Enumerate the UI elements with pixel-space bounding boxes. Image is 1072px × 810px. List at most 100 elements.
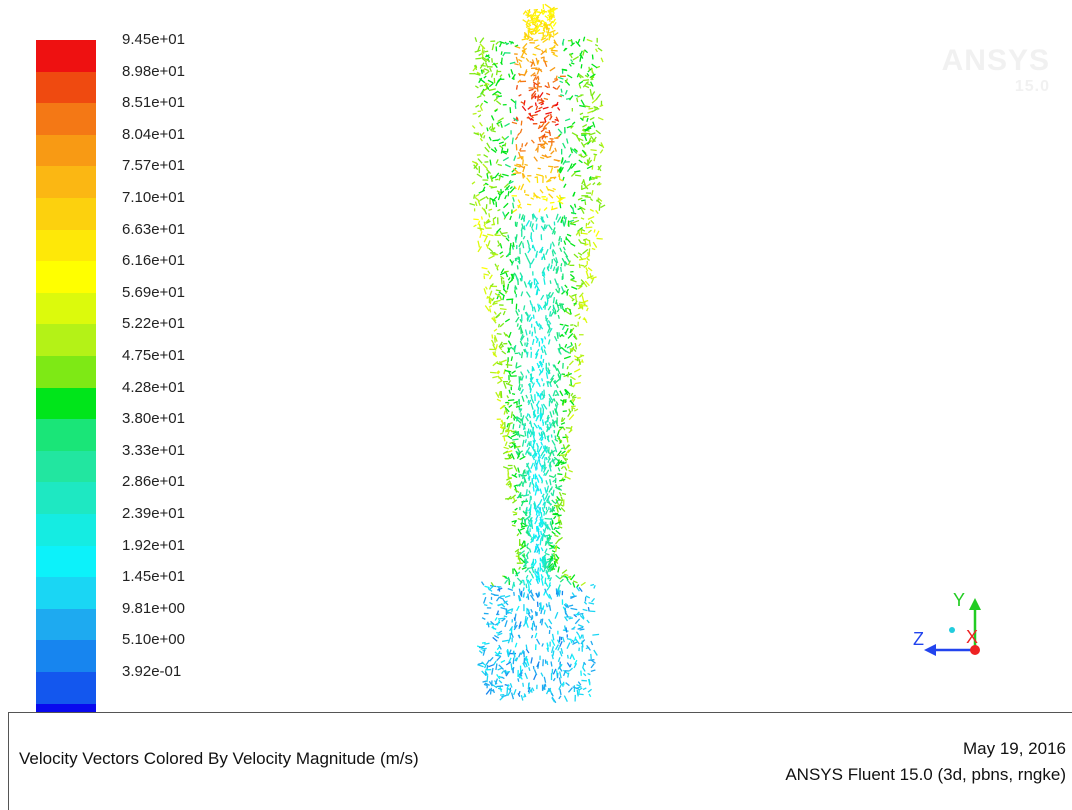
legend-tick-label: 8.04e+01 bbox=[122, 125, 185, 143]
graphics-viewport[interactable]: 9.45e+01 8.98e+01 8.51e+01 8.04e+01 7.57e+01… bbox=[0, 0, 1072, 736]
velocity-vector bbox=[574, 638, 580, 645]
velocity-vector bbox=[550, 523, 554, 531]
velocity-vector bbox=[530, 536, 533, 541]
velocity-vector bbox=[533, 422, 538, 429]
velocity-vector bbox=[587, 215, 595, 220]
velocity-vector bbox=[533, 501, 537, 508]
velocity-vector bbox=[568, 163, 573, 170]
velocity-vector bbox=[535, 452, 538, 457]
velocity-vector bbox=[551, 633, 555, 641]
velocity-vector bbox=[503, 369, 506, 375]
velocity-vector bbox=[481, 617, 486, 620]
velocity-vector bbox=[508, 40, 515, 44]
velocity-vector bbox=[566, 654, 569, 659]
velocity-vector bbox=[585, 226, 593, 229]
velocity-vector bbox=[525, 648, 530, 654]
velocity-vector bbox=[590, 81, 594, 87]
velocity-vector bbox=[539, 538, 542, 546]
velocity-vector bbox=[566, 579, 572, 586]
velocity-vector bbox=[526, 177, 531, 183]
velocity-vector bbox=[545, 456, 548, 461]
velocity-vector bbox=[531, 382, 535, 388]
velocity-vector bbox=[484, 305, 490, 312]
velocity-vector bbox=[540, 412, 543, 418]
velocity-vector bbox=[488, 88, 496, 92]
velocity-vector bbox=[544, 517, 552, 520]
velocity-vector bbox=[531, 365, 535, 371]
velocity-vector bbox=[541, 392, 545, 399]
velocity-vector bbox=[541, 404, 544, 409]
velocity-vector bbox=[549, 34, 555, 38]
velocity-vector bbox=[491, 334, 494, 339]
velocity-vector bbox=[582, 179, 586, 186]
velocity-vector bbox=[554, 147, 557, 152]
velocity-vector bbox=[499, 251, 504, 255]
velocity-vector bbox=[543, 501, 546, 509]
velocity-vector bbox=[537, 167, 541, 170]
velocity-vector bbox=[494, 617, 498, 621]
z-axis-label: Z bbox=[913, 629, 924, 649]
velocity-vector bbox=[547, 188, 555, 192]
velocity-vector bbox=[488, 680, 493, 687]
velocity-vector bbox=[482, 649, 486, 656]
velocity-vector bbox=[495, 178, 499, 181]
velocity-vector bbox=[564, 573, 569, 577]
velocity-vector bbox=[513, 513, 518, 516]
velocity-vector bbox=[516, 577, 523, 584]
velocity-vector bbox=[550, 565, 555, 572]
velocity-vector bbox=[499, 230, 503, 236]
velocity-vector bbox=[578, 342, 582, 347]
velocity-vector bbox=[476, 95, 482, 99]
velocity-vector bbox=[479, 231, 483, 239]
velocity-vector bbox=[496, 190, 501, 194]
velocity-vector bbox=[557, 514, 562, 517]
velocity-vector bbox=[545, 372, 549, 379]
velocity-vector bbox=[584, 74, 589, 78]
velocity-vector bbox=[504, 579, 509, 585]
velocity-vector bbox=[482, 163, 488, 170]
velocity-vector bbox=[528, 548, 532, 553]
velocity-vector bbox=[557, 467, 561, 472]
velocity-vector bbox=[524, 252, 528, 258]
velocity-vector bbox=[569, 638, 573, 644]
velocity-vector bbox=[558, 666, 563, 672]
velocity-vector bbox=[541, 367, 545, 373]
velocity-vector bbox=[519, 340, 524, 347]
velocity-vector bbox=[542, 139, 549, 145]
legend-tick-label: 1.92e+01 bbox=[122, 536, 185, 554]
velocity-vector bbox=[539, 20, 543, 26]
velocity-vector bbox=[547, 456, 551, 460]
velocity-vector bbox=[498, 361, 503, 365]
velocity-vector bbox=[579, 56, 582, 62]
velocity-vector bbox=[483, 100, 488, 104]
velocity-vector bbox=[578, 359, 582, 365]
velocity-vector bbox=[595, 209, 599, 215]
velocity-vector bbox=[593, 155, 596, 162]
velocity-vector bbox=[537, 307, 541, 312]
velocity-vector bbox=[483, 288, 487, 295]
velocity-vector bbox=[495, 159, 499, 164]
velocity-vector bbox=[552, 489, 555, 497]
velocity-vector bbox=[577, 197, 583, 201]
velocity-vector bbox=[586, 645, 591, 651]
velocity-vector bbox=[593, 105, 600, 110]
velocity-vector bbox=[517, 308, 521, 313]
velocity-vector bbox=[528, 689, 532, 694]
velocity-vector bbox=[595, 129, 601, 135]
velocity-vector bbox=[579, 255, 584, 261]
velocity-vector bbox=[518, 399, 521, 405]
velocity-vector bbox=[506, 395, 509, 399]
velocity-vector bbox=[538, 361, 543, 368]
velocity-vector bbox=[527, 612, 532, 619]
velocity-vector bbox=[484, 682, 490, 686]
velocity-vector bbox=[492, 361, 499, 367]
velocity-vector bbox=[554, 464, 559, 467]
velocity-vector bbox=[552, 297, 556, 304]
velocity-vector bbox=[523, 518, 527, 526]
velocity-vector bbox=[500, 423, 504, 430]
velocity-vector bbox=[540, 217, 544, 223]
velocity-vector bbox=[573, 662, 578, 669]
velocity-vector bbox=[507, 435, 513, 440]
velocity-vector bbox=[507, 467, 513, 470]
velocity-vector bbox=[570, 147, 573, 154]
